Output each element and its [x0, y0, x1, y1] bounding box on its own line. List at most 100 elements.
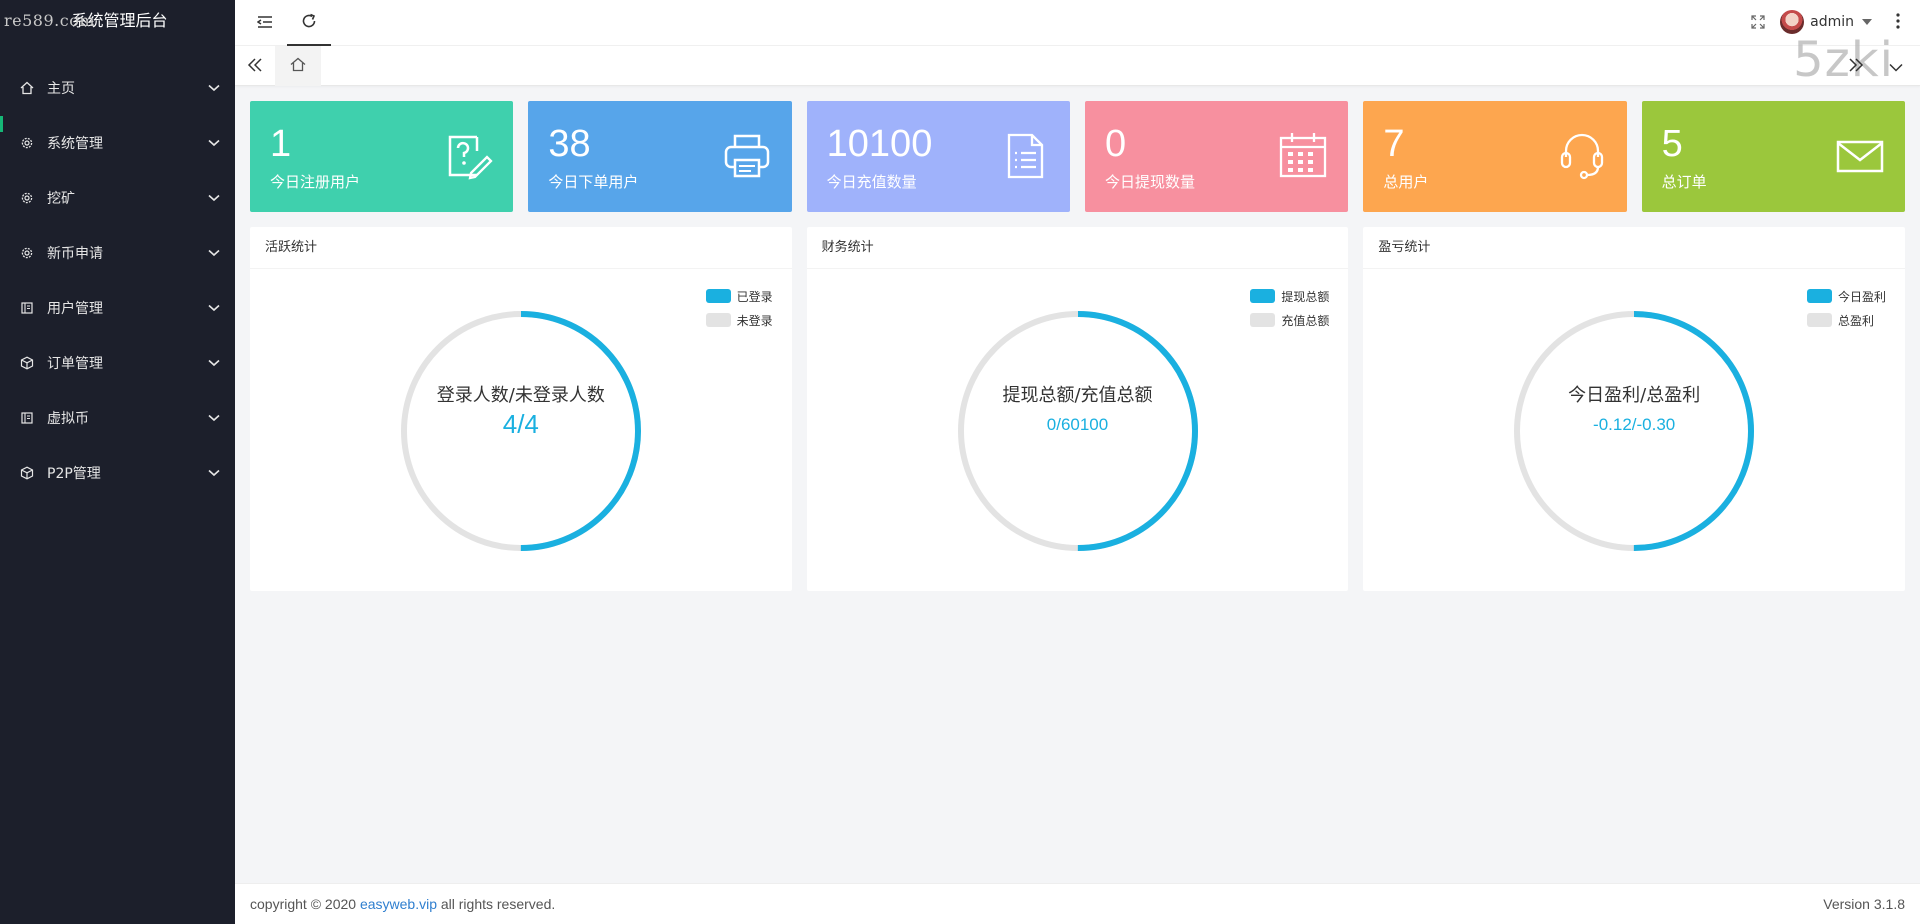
watermark-left: re589.com [4, 11, 96, 30]
cube-icon [19, 465, 35, 481]
caret-down-icon [1862, 19, 1872, 25]
tabs-menu-button[interactable] [1876, 46, 1916, 86]
chevron-down-icon [1889, 57, 1903, 76]
sidebar-item-new-coin[interactable]: 新币申请 [0, 225, 235, 280]
donut-chart: 登录人数/未登录人数 4/4 [399, 309, 643, 553]
stat-card-total-users: 7 总用户 [1363, 101, 1627, 212]
home-icon [19, 80, 35, 96]
chevron-down-icon [207, 81, 221, 95]
user-name: admin [1810, 14, 1854, 30]
sidebar-item-label: 系统管理 [47, 135, 103, 152]
printer-icon [722, 131, 772, 181]
watermark-right: 5zki [1793, 32, 1894, 88]
user-menu[interactable]: admin [1780, 0, 1872, 44]
panel-finance: 财务统计 提现总额 充值总额 提现总额/充值总额 0/60100 [806, 227, 1349, 591]
tab-home[interactable] [275, 46, 321, 86]
stat-value: 7 [1383, 123, 1405, 165]
legend-item[interactable]: 总盈利 [1807, 308, 1886, 332]
stat-card-today-order-users: 38 今日下单用户 [528, 101, 792, 212]
chart-legend: 已登录 未登录 [705, 284, 773, 332]
legend-label: 已登录 [736, 289, 773, 304]
chevron-down-icon [207, 466, 221, 480]
refresh-icon [301, 13, 317, 33]
sidebar-item-label: 挖矿 [47, 190, 75, 207]
panel-profit-loss: 盈亏统计 今日盈利 总盈利 今日盈利/总盈利 -0.12/-0.30 [1363, 227, 1906, 591]
gear-icon [19, 245, 35, 261]
sidebar: re589.com 系统管理后台 主页 系统管理 [0, 0, 235, 924]
sidebar-item-orders[interactable]: 订单管理 [0, 335, 235, 390]
app-title: 系统管理后台 [71, 11, 168, 30]
calendar-icon [1278, 131, 1328, 181]
stat-cards: 1 今日注册用户 38 今日下单用户 10100 今日充值数量 0 今日提现数量 [250, 101, 1905, 212]
stat-card-total-orders: 5 总订单 [1641, 101, 1905, 212]
panel-title: 活跃统计 [250, 227, 792, 269]
stat-value: 10100 [826, 123, 933, 165]
donut-arc [1514, 311, 1755, 551]
donut-value: 0/60100 [1046, 415, 1109, 434]
donut-arc [400, 311, 641, 551]
chevron-down-icon [207, 246, 221, 260]
question-edit-icon [443, 131, 493, 181]
footer: copyright © 2020 easyweb.vip all rights … [235, 883, 1920, 924]
legend-swatch [1250, 289, 1276, 303]
fullscreen-button[interactable] [1736, 0, 1780, 46]
sidebar-item-p2p[interactable]: P2P管理 [0, 445, 235, 500]
home-icon [290, 57, 306, 76]
book-icon [19, 410, 35, 426]
stat-value: 5 [1661, 123, 1683, 165]
sidebar-item-virtual-coin[interactable]: 虚拟币 [0, 390, 235, 445]
legend-swatch [1807, 313, 1832, 327]
stat-label: 总订单 [1661, 173, 1707, 191]
stat-card-today-registered: 1 今日注册用户 [250, 101, 514, 212]
chevron-down-icon [207, 136, 221, 150]
chart-legend: 今日盈利 总盈利 [1807, 284, 1886, 332]
stat-label: 今日提现数量 [1104, 173, 1195, 191]
refresh-button[interactable] [287, 0, 331, 46]
legend-label: 总盈利 [1838, 313, 1875, 328]
legend-swatch [1807, 289, 1832, 303]
collapse-sidebar-button[interactable] [243, 0, 287, 46]
sidebar-item-system[interactable]: 系统管理 [0, 115, 235, 170]
legend-item[interactable]: 今日盈利 [1807, 284, 1886, 308]
legend-item[interactable]: 未登录 [705, 308, 773, 332]
donut-value: 4/4 [502, 409, 539, 439]
chart-legend: 提现总额 充值总额 [1250, 284, 1329, 332]
donut-value: -0.12/-0.30 [1593, 415, 1676, 434]
brand: re589.com 系统管理后台 [0, 0, 235, 44]
sidebar-item-home[interactable]: 主页 [0, 60, 235, 115]
copyright-suffix: all rights reserved. [436, 896, 556, 912]
chevron-down-icon [207, 411, 221, 425]
book-icon [19, 300, 35, 316]
donut-title: 提现总额/充值总额 [1002, 385, 1153, 406]
stat-label: 今日注册用户 [270, 173, 361, 191]
avatar [1780, 10, 1805, 34]
sidebar-item-users[interactable]: 用户管理 [0, 280, 235, 335]
stat-label: 今日下单用户 [548, 173, 639, 191]
legend-item[interactable]: 充值总额 [1250, 308, 1329, 332]
tabs-scroll-left-button[interactable] [235, 46, 275, 86]
mail-icon [1835, 131, 1885, 181]
version: Version 3.1.8 [1823, 896, 1905, 912]
copyright-prefix: copyright © 2020 [250, 896, 360, 912]
stat-value: 38 [548, 123, 591, 165]
donut-chart: 今日盈利/总盈利 -0.12/-0.30 [1512, 309, 1756, 553]
stat-label: 总用户 [1383, 173, 1429, 191]
footer-link[interactable]: easyweb.vip [359, 896, 437, 912]
chevron-down-icon [207, 301, 221, 315]
gear-icon [19, 135, 35, 151]
headset-icon [1557, 131, 1607, 181]
tabs-scroll-right-button[interactable] [1836, 46, 1876, 86]
legend-item[interactable]: 已登录 [705, 284, 773, 308]
legend-label: 今日盈利 [1838, 289, 1887, 304]
legend-item[interactable]: 提现总额 [1250, 284, 1329, 308]
donut-arc [957, 311, 1198, 551]
sidebar-item-label: 订单管理 [47, 355, 103, 372]
stat-panels: 活跃统计 已登录 未登录 登录人数/未登录人数 4/4 财务统计 提现总额 充值… [250, 227, 1906, 591]
more-menu-button[interactable] [1876, 0, 1920, 46]
panel-activity: 活跃统计 已登录 未登录 登录人数/未登录人数 4/4 [250, 227, 792, 591]
sidebar-item-label: 新币申请 [47, 245, 103, 262]
chevron-down-icon [207, 191, 221, 205]
sidebar-item-label: 虚拟币 [47, 410, 89, 427]
sidebar-nav: 主页 系统管理 挖矿 [0, 60, 235, 500]
sidebar-item-mining[interactable]: 挖矿 [0, 170, 235, 225]
